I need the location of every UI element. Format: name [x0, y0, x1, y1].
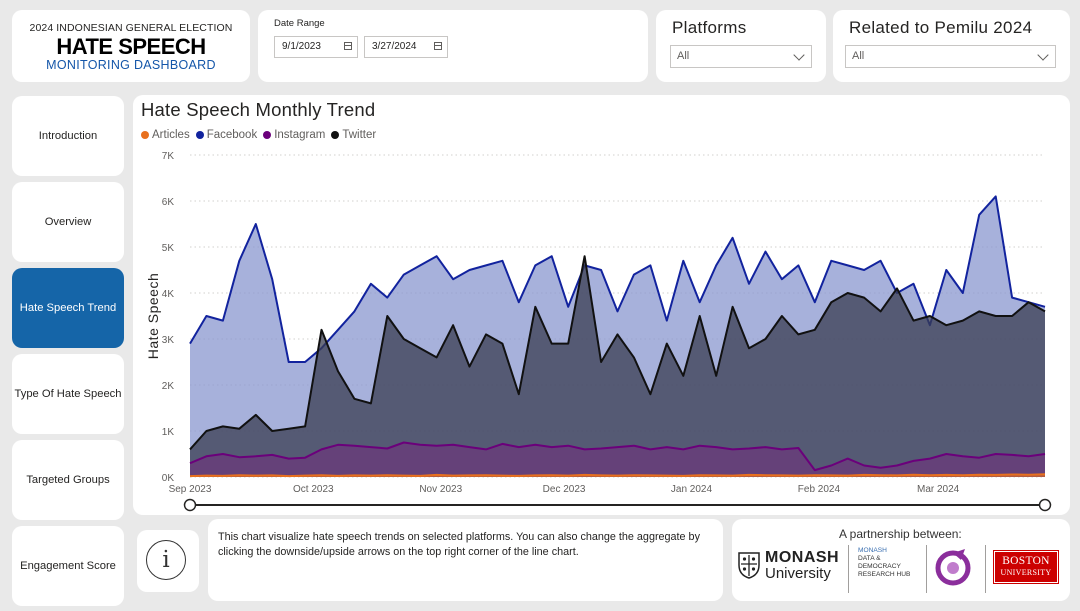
x-tick-label: Jan 2024	[671, 484, 713, 495]
trend-chart[interactable]: 0K 1K 2K 3K 4K 5K 6K 7K Sep 2023 Oct 2023 Nov 2023…	[133, 95, 1070, 515]
nav-type-of-hate-speech[interactable]: Type Of Hate Speech	[12, 354, 124, 434]
nav-label: Overview	[44, 216, 92, 228]
bu-line: UNIVERSITY	[1000, 568, 1052, 577]
calendar-icon[interactable]	[434, 42, 442, 50]
end-date-value: 3/27/2024	[372, 41, 417, 52]
date-range-slicer: Date Range 9/1/2023 3/27/2024	[258, 10, 648, 82]
dashboard-title-card: 2024 INDONESIAN GENERAL ELECTION HATE SP…	[12, 10, 250, 82]
bu-line: BOSTON	[1002, 555, 1050, 567]
nav-overview[interactable]: Overview	[12, 182, 124, 262]
platforms-title: Platforms	[672, 18, 747, 37]
nav-targeted-groups[interactable]: Targeted Groups	[12, 440, 124, 520]
y-tick-label: 2K	[162, 381, 175, 392]
chart-legend: Articles Facebook Instagram Twitter	[141, 129, 378, 141]
dashboard-subtitle: MONITORING DASHBOARD	[46, 58, 216, 72]
divider	[985, 545, 986, 593]
legend-item-twitter[interactable]: Twitter	[331, 129, 376, 141]
x-tick-label: Feb 2024	[798, 484, 841, 495]
nav-label: Engagement Score	[20, 560, 116, 572]
legend-dot	[263, 131, 272, 139]
platforms-dropdown[interactable]: All	[670, 45, 812, 68]
trend-chart-card: Hate Speech Monthly Trend Articles Faceb…	[133, 95, 1070, 515]
platforms-selected-value: All	[677, 50, 690, 62]
election-label: 2024 INDONESIAN GENERAL ELECTION	[29, 22, 233, 34]
x-tick-label: Dec 2023	[543, 484, 586, 495]
twitter-area	[190, 256, 1045, 477]
nav-label: Targeted Groups	[26, 474, 110, 486]
hub-line: DEMOCRACY	[858, 563, 901, 570]
legend-label: Instagram	[274, 129, 326, 141]
zoom-slider-end-handle[interactable]	[1038, 498, 1052, 512]
date-range-label: Date Range	[274, 18, 325, 29]
info-card: i	[137, 530, 199, 592]
nav-label: Hate Speech Trend	[19, 302, 117, 314]
y-tick-label: 4K	[162, 289, 175, 300]
y-tick-label: 7K	[162, 151, 175, 162]
y-tick-label: 0K	[162, 473, 175, 484]
legend-label: Articles	[152, 129, 190, 141]
nav-introduction[interactable]: Introduction	[12, 96, 124, 176]
pemilu-slicer: Related to Pemilu 2024 All	[833, 10, 1070, 82]
chart-description-card: This chart visualize hate speech trends …	[208, 519, 723, 601]
nav-engagement-score[interactable]: Engagement Score	[12, 526, 124, 606]
y-tick-label: 1K	[162, 427, 175, 438]
twitter-line	[189, 255, 1046, 451]
info-icon[interactable]: i	[146, 540, 186, 580]
x-tick-label: Nov 2023	[419, 484, 462, 495]
pemilu-title: Related to Pemilu 2024	[849, 18, 1033, 37]
pemilu-dropdown[interactable]: All	[845, 45, 1056, 68]
partnership-card: A partnership between: MONASH University…	[732, 519, 1070, 601]
instagram-area	[190, 442, 1045, 477]
monash-crest-icon	[738, 552, 760, 579]
legend-dot	[195, 131, 204, 139]
start-date-input[interactable]: 9/1/2023	[274, 36, 358, 58]
y-tick-label: 3K	[162, 335, 175, 346]
end-date-input[interactable]: 3/27/2024	[364, 36, 448, 58]
data-democracy-hub-logo: MONASH DATA & DEMOCRACY RESEARCH HUB	[858, 547, 910, 579]
hub-line: MONASH	[858, 547, 887, 554]
y-tick-label: 6K	[162, 197, 175, 208]
nav-label: Type Of Hate Speech	[14, 388, 122, 400]
legend-item-articles[interactable]: Articles	[141, 129, 190, 141]
partnership-title: A partnership between:	[839, 527, 962, 541]
x-tick-label: Mar 2024	[917, 484, 960, 495]
legend-dot	[141, 131, 149, 139]
zoom-slider-start-handle[interactable]	[183, 498, 197, 512]
purple-emblem-icon	[935, 549, 971, 586]
legend-label: Twitter	[342, 129, 377, 141]
monash-name: MONASH	[765, 549, 840, 566]
chart-title: Hate Speech Monthly Trend	[141, 99, 376, 120]
hub-line: DATA &	[858, 555, 881, 562]
boston-university-logo: BOSTON UNIVERSITY	[993, 550, 1059, 584]
x-tick-label: Oct 2023	[293, 484, 334, 495]
facebook-line	[189, 195, 1046, 363]
legend-label: Facebook	[206, 129, 258, 141]
nav-hate-speech-trend[interactable]: Hate Speech Trend	[12, 268, 124, 348]
chart-description: This chart visualize hate speech trends …	[218, 531, 700, 558]
chevron-down-icon	[1037, 49, 1049, 61]
monash-university-logo: MONASH University	[738, 549, 840, 585]
y-axis-label: Hate Speech	[145, 273, 161, 359]
dashboard-title: HATE SPEECH	[56, 34, 206, 59]
nav-label: Introduction	[38, 130, 98, 142]
divider	[926, 545, 927, 593]
x-tick-label: Sep 2023	[169, 484, 212, 495]
platforms-slicer: Platforms All	[656, 10, 826, 82]
y-tick-label: 5K	[162, 243, 175, 254]
legend-item-instagram[interactable]: Instagram	[263, 129, 325, 141]
articles-line	[189, 473, 1046, 478]
legend-item-facebook[interactable]: Facebook	[195, 129, 258, 141]
divider	[848, 545, 849, 593]
instagram-line	[189, 441, 1046, 472]
hub-line: RESEARCH HUB	[858, 571, 911, 578]
pemilu-selected-value: All	[852, 50, 865, 62]
calendar-icon[interactable]	[344, 42, 352, 50]
start-date-value: 9/1/2023	[282, 41, 321, 52]
legend-dot	[331, 131, 340, 139]
chevron-down-icon	[793, 49, 805, 61]
monash-university-text: University	[765, 565, 831, 582]
